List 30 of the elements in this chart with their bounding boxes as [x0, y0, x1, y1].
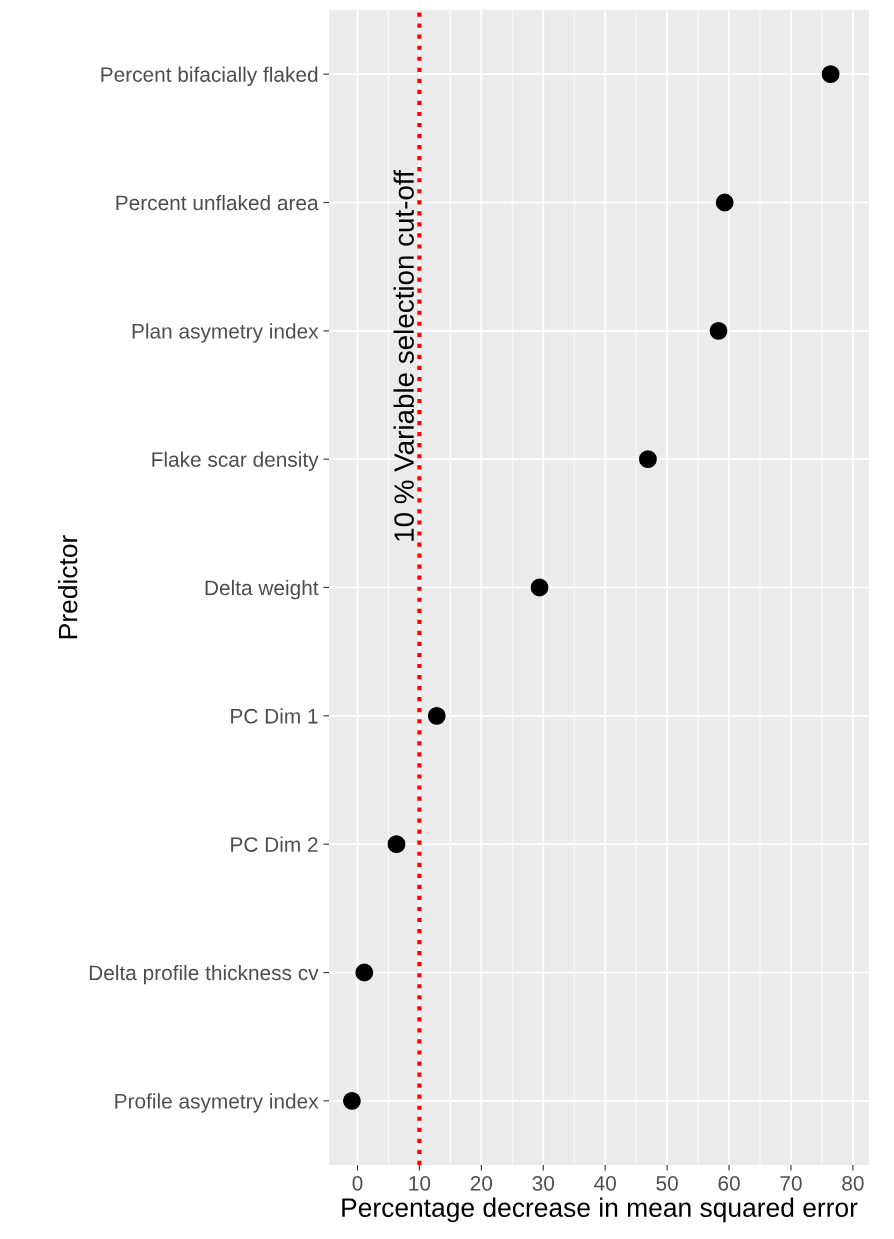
y-tick-label: Percent bifacially flaked	[101, 66, 318, 87]
y-tick-label: Flake scar density	[152, 451, 319, 472]
x-tick-label: 10	[409, 1175, 431, 1191]
x-tick-label: 40	[594, 1175, 616, 1191]
point	[355, 963, 374, 982]
x-axis-title: Percentage decrease in mean squared error	[342, 1197, 858, 1223]
y-tick-label: Percent unflaked area	[116, 194, 319, 211]
point	[821, 65, 840, 84]
point	[343, 1091, 361, 1110]
x-tick-label: 50	[656, 1175, 678, 1191]
y-axis-title: Predictor	[58, 535, 78, 639]
y-tick-label: PC Dim 2	[231, 836, 318, 852]
x-tick-label: 60	[718, 1175, 740, 1191]
point	[530, 578, 549, 597]
x-tick-label: 70	[780, 1175, 802, 1191]
point	[387, 835, 406, 854]
point	[709, 321, 728, 340]
y-tick-label: Delta weight	[205, 579, 319, 600]
ref-line-label: 10 % Variable selection cut-off	[393, 170, 414, 541]
x-tick-label: 0	[352, 1175, 363, 1191]
point	[427, 706, 446, 725]
point	[639, 450, 657, 469]
y-tick-label: Plan asymetry index	[132, 323, 319, 343]
y-tick-label: Profile asymetry index	[115, 1093, 319, 1113]
x-tick-label: 20	[470, 1175, 493, 1191]
y-tick-label: PC Dim 1	[231, 708, 318, 724]
y-tick-label: Delta profile thickness cv	[89, 964, 319, 985]
point	[715, 193, 734, 212]
x-tick-label: 80	[842, 1175, 864, 1191]
x-tick-label: 30	[532, 1175, 555, 1191]
